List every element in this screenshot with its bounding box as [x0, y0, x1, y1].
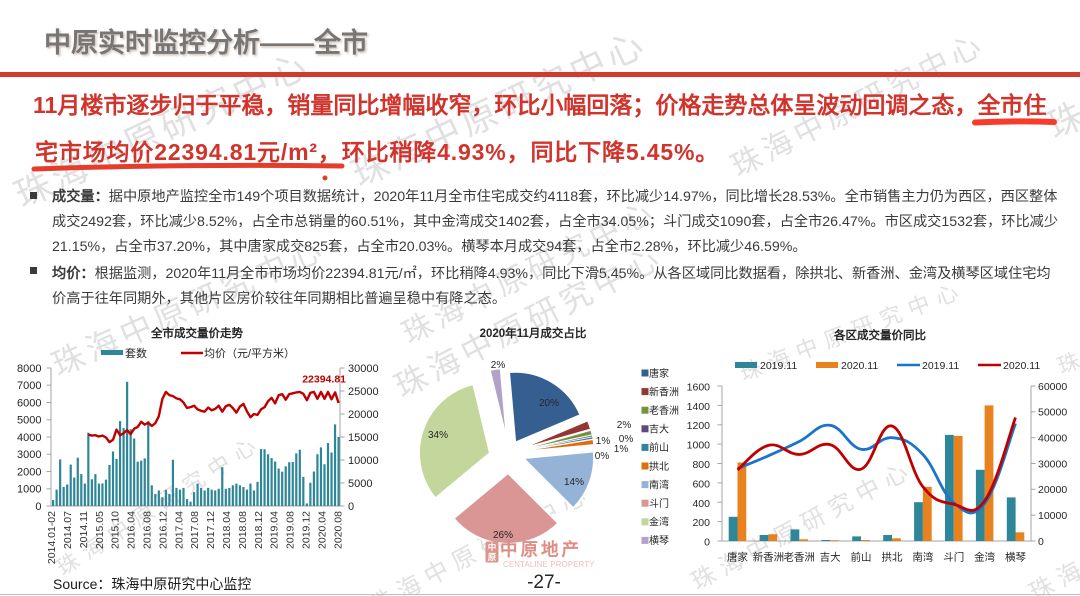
svg-text:2019.11: 2019.11 [760, 360, 797, 372]
svg-text:0: 0 [704, 537, 710, 549]
svg-text:7000: 7000 [17, 380, 41, 392]
svg-text:2016.12: 2016.12 [157, 511, 169, 549]
svg-text:8000: 8000 [17, 363, 41, 375]
svg-text:南湾: 南湾 [649, 478, 669, 491]
svg-text:斗门: 斗门 [943, 551, 964, 564]
svg-text:34%: 34% [428, 430, 448, 441]
svg-text:唐家: 唐家 [649, 367, 669, 380]
svg-text:60000: 60000 [1038, 381, 1067, 393]
svg-text:原: 原 [488, 552, 497, 562]
svg-text:2019.11: 2019.11 [922, 360, 959, 372]
svg-text:20000: 20000 [348, 409, 379, 421]
svg-text:30000: 30000 [348, 363, 379, 375]
svg-text:4000: 4000 [17, 432, 41, 444]
svg-text:2017.04: 2017.04 [173, 511, 185, 549]
svg-text:2%: 2% [617, 420, 632, 431]
svg-text:斗门: 斗门 [649, 497, 669, 510]
svg-text:CENTALINE PROPERTY: CENTALINE PROPERTY [503, 560, 595, 569]
svg-text:2015.05: 2015.05 [94, 511, 106, 549]
svg-text:30000: 30000 [1038, 458, 1067, 470]
svg-text:1600: 1600 [687, 382, 711, 394]
svg-text:2014.07: 2014.07 [62, 511, 74, 549]
svg-text:新香洲: 新香洲 [753, 551, 785, 564]
svg-text:0%: 0% [595, 451, 610, 462]
svg-text:6000: 6000 [17, 397, 41, 409]
svg-text:20000: 20000 [1038, 484, 1067, 496]
svg-text:0: 0 [1038, 536, 1044, 548]
svg-text:新香洲: 新香洲 [649, 385, 679, 398]
svg-text:0: 0 [35, 501, 41, 513]
svg-text:2019.04: 2019.04 [269, 511, 281, 549]
svg-text:2019.12: 2019.12 [301, 511, 313, 549]
svg-text:15000: 15000 [348, 432, 379, 444]
svg-text:10000: 10000 [348, 455, 379, 467]
svg-text:2017.08: 2017.08 [189, 511, 201, 549]
svg-text:均价（元/平方米）: 均价（元/平方米） [204, 346, 295, 360]
svg-text:2016.04: 2016.04 [126, 511, 138, 549]
svg-text:金湾: 金湾 [974, 551, 995, 564]
svg-text:2016.08: 2016.08 [142, 511, 154, 549]
svg-text:2018.12: 2018.12 [253, 511, 265, 549]
svg-text:套数: 套数 [125, 347, 147, 360]
svg-text:唐家: 唐家 [727, 551, 748, 564]
svg-text:1%: 1% [614, 444, 629, 455]
svg-text:3000: 3000 [17, 449, 41, 461]
svg-text:0: 0 [348, 501, 354, 513]
svg-text:2020.08: 2020.08 [332, 511, 344, 549]
svg-text:2014.11: 2014.11 [78, 511, 90, 548]
svg-text:各区成交量价同比: 各区成交量价同比 [833, 328, 926, 342]
svg-text:中原地产: 中原地产 [500, 540, 582, 560]
svg-text:5000: 5000 [348, 478, 372, 490]
svg-text:2020.11: 2020.11 [1003, 360, 1040, 372]
svg-text:吉大: 吉大 [649, 423, 669, 436]
svg-text:2%: 2% [491, 360, 506, 371]
svg-text:2019.08: 2019.08 [285, 511, 297, 549]
svg-text:5000: 5000 [17, 415, 41, 427]
svg-text:横琴: 横琴 [649, 534, 669, 547]
svg-text:1200: 1200 [687, 420, 711, 432]
svg-text:全市成交量价走势: 全市成交量价走势 [150, 326, 243, 340]
svg-text:2020.04: 2020.04 [316, 511, 328, 549]
svg-text:前山: 前山 [851, 551, 872, 564]
svg-text:1%: 1% [596, 436, 611, 447]
svg-text:2020.11: 2020.11 [841, 360, 878, 372]
svg-text:600: 600 [692, 478, 710, 490]
svg-text:2017.12: 2017.12 [205, 511, 217, 549]
svg-text:拱北: 拱北 [882, 551, 903, 564]
svg-text:老香洲: 老香洲 [649, 404, 679, 417]
svg-text:老香洲: 老香洲 [783, 551, 815, 564]
svg-text:25000: 25000 [348, 386, 379, 398]
svg-text:1000: 1000 [687, 440, 711, 452]
svg-text:2018.08: 2018.08 [237, 511, 249, 549]
svg-text:20%: 20% [539, 398, 559, 409]
svg-text:2015.10: 2015.10 [110, 511, 122, 549]
svg-text:2000: 2000 [17, 466, 41, 478]
svg-text:横琴: 横琴 [1005, 551, 1027, 564]
svg-text:吉大: 吉大 [820, 551, 841, 564]
svg-text:800: 800 [692, 459, 710, 471]
svg-text:200: 200 [692, 517, 710, 529]
svg-text:2020年11月成交占比: 2020年11月成交占比 [480, 326, 587, 340]
svg-text:中: 中 [488, 542, 497, 552]
svg-text:1000: 1000 [17, 484, 41, 496]
svg-text:南湾: 南湾 [912, 551, 933, 564]
svg-text:10000: 10000 [1038, 510, 1067, 522]
svg-text:50000: 50000 [1038, 407, 1067, 419]
svg-text:40000: 40000 [1038, 433, 1067, 445]
svg-text:金湾: 金湾 [649, 516, 669, 529]
svg-text:26%: 26% [493, 530, 513, 541]
svg-text:22394.81: 22394.81 [302, 374, 346, 386]
svg-text:前山: 前山 [649, 441, 669, 454]
svg-text:14%: 14% [564, 477, 584, 488]
svg-text:400: 400 [692, 498, 710, 510]
svg-text:1400: 1400 [687, 401, 711, 413]
svg-text:2018.04: 2018.04 [221, 511, 233, 549]
svg-text:2014.01-02: 2014.01-02 [46, 511, 58, 564]
svg-text:0%: 0% [619, 434, 634, 445]
svg-text:拱北: 拱北 [649, 460, 669, 473]
